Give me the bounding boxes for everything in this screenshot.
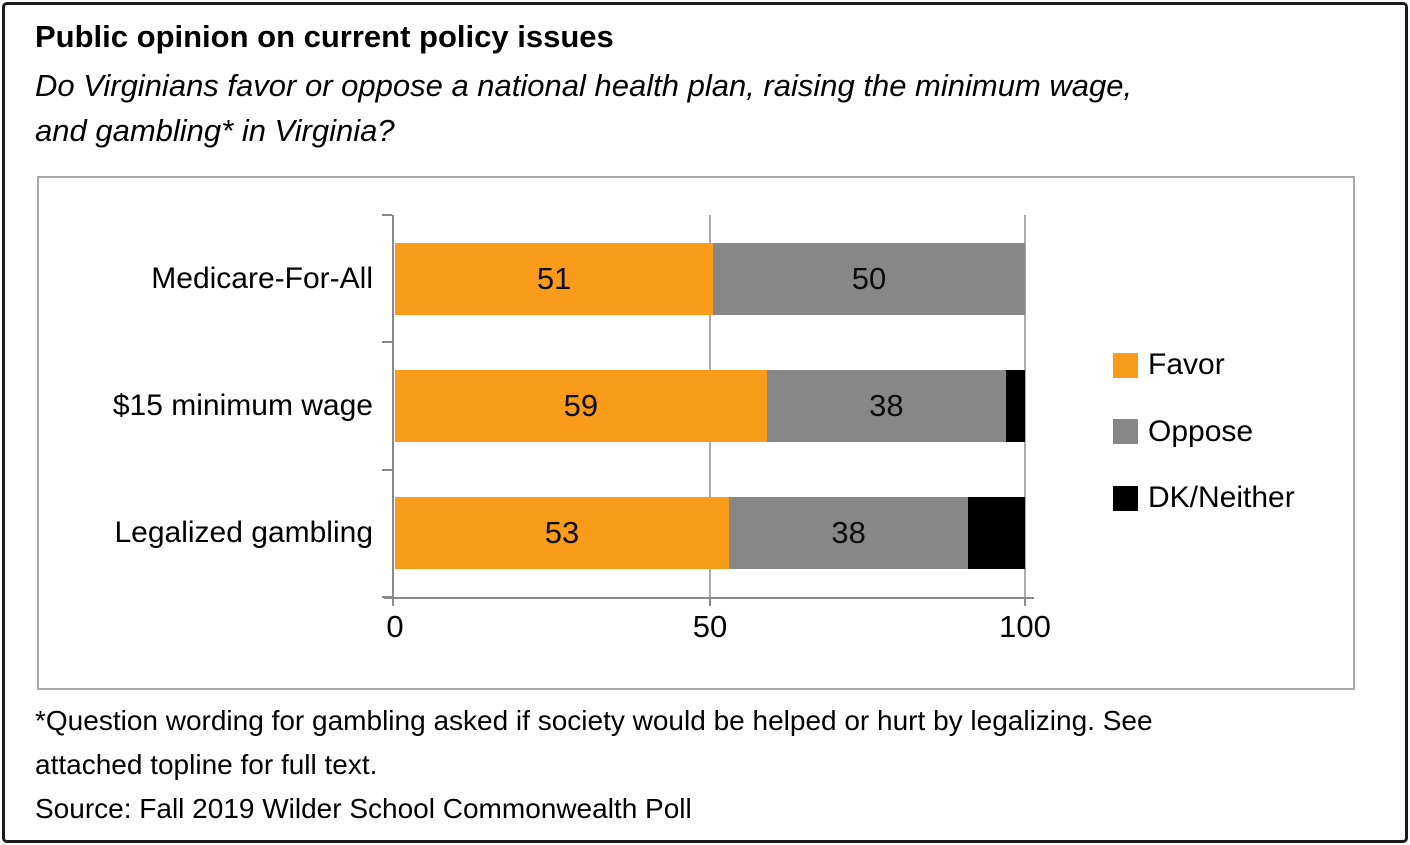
data-label: 50 bbox=[851, 260, 887, 296]
bar-segment-oppose: 38 bbox=[728, 497, 969, 570]
legend-item-favor: Favor bbox=[1113, 348, 1225, 382]
legend-swatch-icon bbox=[1113, 485, 1138, 511]
footnote-line2: attached topline for full text. bbox=[35, 749, 378, 780]
bar-row: 53 38 bbox=[395, 497, 1025, 570]
bar-segment-dk-neither bbox=[968, 497, 1025, 570]
legend-item-oppose: Oppose bbox=[1113, 415, 1253, 449]
y-axis-tick bbox=[382, 468, 392, 471]
data-label: 59 bbox=[563, 388, 599, 423]
y-axis-line bbox=[392, 215, 394, 599]
gridline-100 bbox=[1024, 215, 1026, 599]
bar-row: 51 50 bbox=[395, 242, 1025, 315]
legend-swatch-icon bbox=[1113, 419, 1138, 444]
chart-title: Public opinion on current policy issues bbox=[35, 19, 614, 54]
bar-segment-favor: 51 bbox=[395, 242, 714, 315]
bar-segment-dk-neither bbox=[1006, 370, 1025, 442]
data-label: 38 bbox=[869, 388, 904, 423]
legend-item-dk-neither: DK/Neither bbox=[1113, 481, 1295, 515]
x-axis-tick-100 bbox=[1024, 597, 1026, 606]
category-label: Medicare-For-All bbox=[151, 261, 373, 295]
legend-label: Favor bbox=[1148, 348, 1225, 381]
x-axis-tick-0 bbox=[392, 597, 394, 606]
chart-subtitle-line2: and gambling* in Virginia? bbox=[35, 113, 395, 148]
data-label: 38 bbox=[831, 515, 866, 551]
chart-subtitle: Do Virginians favor or oppose a national… bbox=[35, 63, 1132, 153]
category-label: Legalized gambling bbox=[114, 516, 373, 550]
bar-segment-oppose: 38 bbox=[766, 370, 1007, 442]
x-tick-label-100: 100 bbox=[999, 609, 1051, 644]
x-tick-label-0: 0 bbox=[386, 609, 404, 644]
y-axis-tick bbox=[382, 341, 392, 344]
x-axis-tick-50 bbox=[709, 597, 711, 606]
bar-segment-oppose: 50 bbox=[713, 242, 1025, 315]
legend-label: DK/Neither bbox=[1148, 481, 1295, 514]
legend-label: Oppose bbox=[1148, 414, 1254, 448]
legend-swatch-icon bbox=[1113, 352, 1138, 378]
y-axis-tick bbox=[382, 214, 392, 216]
x-tick-label-50: 50 bbox=[692, 609, 728, 644]
footnote: *Question wording for gambling asked if … bbox=[35, 699, 1153, 831]
data-label: 53 bbox=[544, 515, 580, 551]
bar-segment-favor: 59 bbox=[395, 370, 767, 442]
data-label: 51 bbox=[536, 260, 572, 296]
footnote-line1: *Question wording for gambling asked if … bbox=[35, 705, 1153, 736]
bar-row: 59 38 bbox=[395, 370, 1025, 442]
chart-subtitle-line1: Do Virginians favor or oppose a national… bbox=[35, 68, 1133, 103]
source-line: Source: Fall 2019 Wilder School Commonwe… bbox=[35, 793, 692, 824]
bar-segment-favor: 53 bbox=[395, 497, 729, 570]
plot-area: Medicare-For-All 51 50 $15 minimum wage 59 38… bbox=[39, 178, 1353, 688]
chart-box: Medicare-For-All 51 50 $15 minimum wage 59 38… bbox=[37, 176, 1355, 690]
category-label: $15 minimum wage bbox=[112, 388, 373, 422]
